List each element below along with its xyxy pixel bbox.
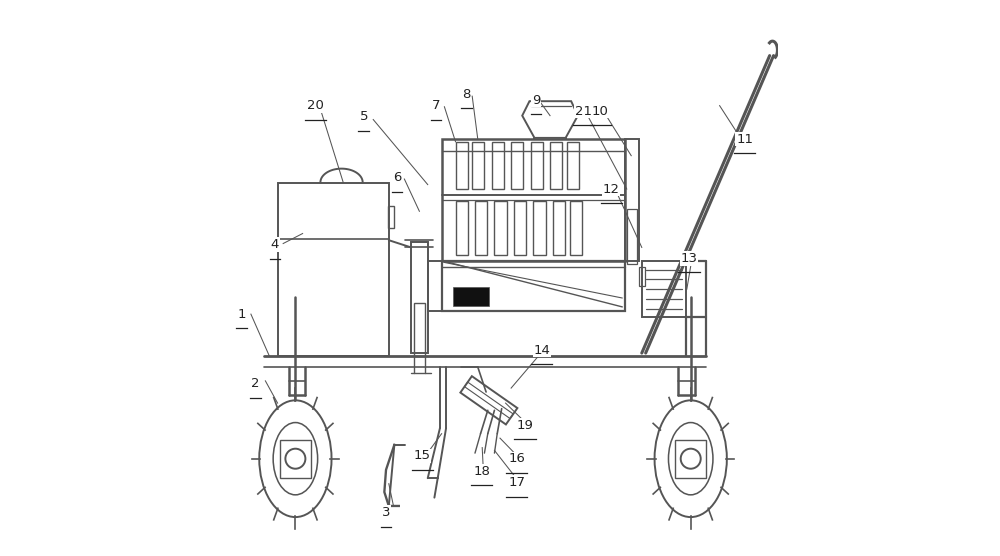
Bar: [492, 142, 504, 189]
Text: 16: 16: [508, 452, 525, 465]
Bar: [472, 142, 484, 189]
Text: 14: 14: [533, 344, 550, 357]
Bar: [411, 242, 428, 353]
Text: 20: 20: [307, 99, 324, 112]
Bar: [442, 139, 625, 261]
Bar: [494, 201, 507, 255]
Bar: [280, 440, 311, 478]
Text: 7: 7: [432, 99, 440, 112]
Bar: [550, 142, 562, 189]
Bar: [675, 440, 706, 478]
Bar: [642, 261, 686, 317]
Text: 10: 10: [592, 105, 609, 118]
Bar: [475, 201, 487, 255]
Text: 5: 5: [360, 110, 368, 123]
Bar: [278, 183, 389, 356]
Text: 9: 9: [532, 93, 540, 107]
Bar: [639, 267, 645, 286]
Text: 19: 19: [517, 419, 533, 432]
Bar: [531, 142, 543, 189]
Text: 17: 17: [508, 476, 525, 489]
Bar: [460, 376, 517, 424]
Bar: [570, 201, 582, 255]
Bar: [453, 287, 489, 306]
Bar: [414, 303, 425, 356]
Text: 3: 3: [382, 506, 390, 519]
Text: 2: 2: [251, 377, 260, 390]
Text: 8: 8: [462, 88, 471, 101]
Bar: [456, 201, 468, 255]
Text: 18: 18: [473, 465, 490, 478]
Bar: [514, 201, 526, 255]
Text: 11: 11: [736, 132, 753, 146]
Bar: [388, 206, 394, 228]
Text: 6: 6: [393, 171, 401, 185]
Text: 12: 12: [603, 182, 620, 196]
Bar: [456, 142, 468, 189]
Text: 1: 1: [237, 307, 246, 321]
Text: 15: 15: [414, 449, 431, 463]
Bar: [533, 201, 546, 255]
Bar: [553, 201, 565, 255]
Bar: [567, 142, 579, 189]
Text: 13: 13: [681, 252, 698, 265]
Bar: [465, 382, 513, 419]
Text: 21: 21: [575, 105, 592, 118]
Bar: [442, 261, 625, 311]
Text: 4: 4: [271, 238, 279, 251]
Bar: [625, 139, 639, 261]
Bar: [511, 142, 523, 189]
Bar: [627, 208, 637, 264]
